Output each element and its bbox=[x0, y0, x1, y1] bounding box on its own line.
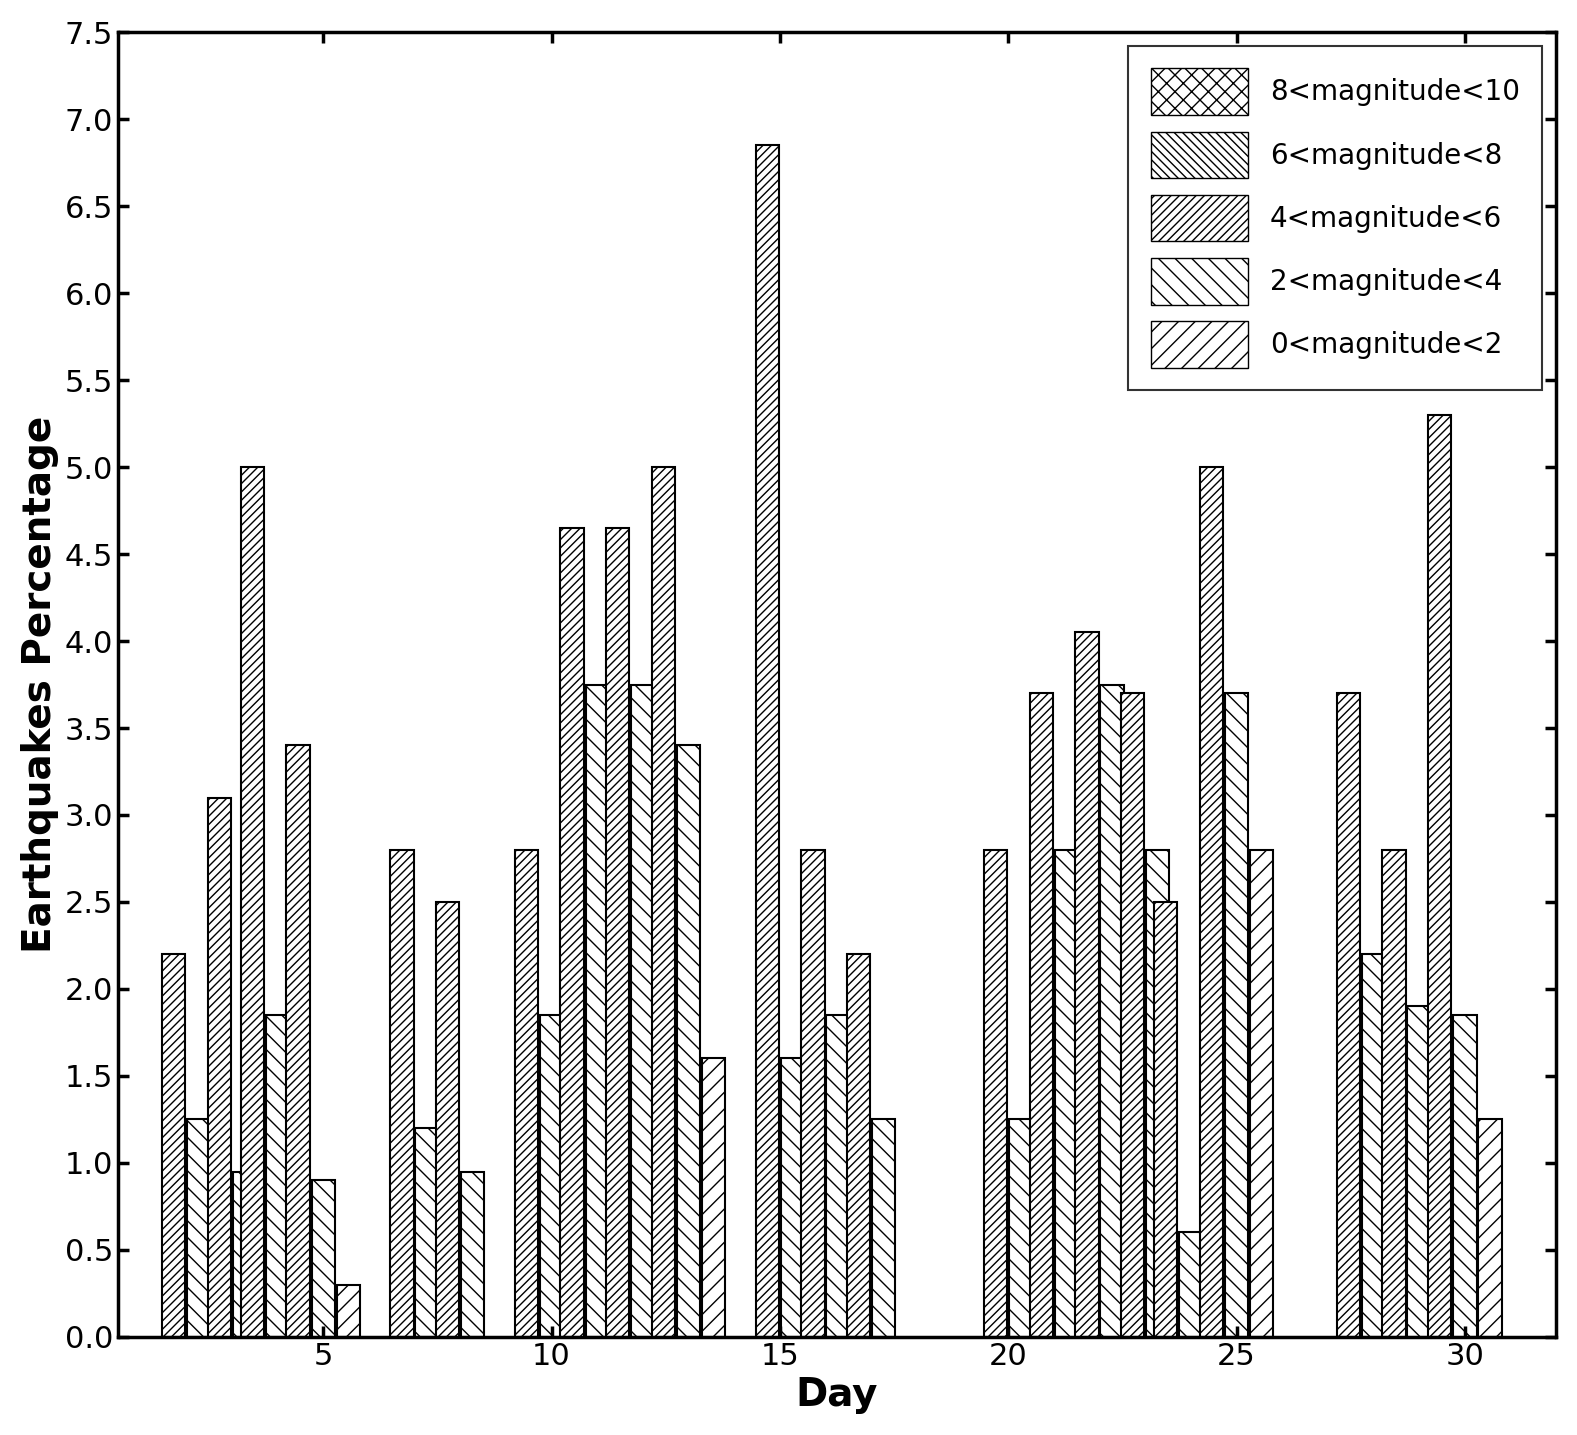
Bar bbox=[1154, 903, 1178, 1337]
Bar bbox=[460, 1171, 484, 1337]
Bar bbox=[435, 903, 459, 1337]
Bar bbox=[1076, 633, 1099, 1337]
Bar bbox=[1383, 850, 1405, 1337]
Bar bbox=[872, 1119, 896, 1337]
Bar bbox=[1180, 1233, 1203, 1337]
Bar bbox=[801, 850, 825, 1337]
Bar bbox=[585, 684, 609, 1337]
Bar bbox=[1429, 415, 1451, 1337]
Bar bbox=[208, 798, 232, 1337]
Bar bbox=[1055, 850, 1079, 1337]
Bar bbox=[847, 954, 871, 1337]
Bar bbox=[1200, 468, 1224, 1337]
Bar bbox=[287, 745, 309, 1337]
Bar bbox=[1121, 693, 1145, 1337]
Bar bbox=[610, 954, 634, 1337]
Bar bbox=[415, 1128, 438, 1337]
Bar bbox=[606, 528, 629, 1337]
Bar bbox=[312, 1180, 334, 1337]
Bar bbox=[560, 528, 583, 1337]
Legend: 8<magnitude<10, 6<magnitude<8, 4<magnitude<6, 2<magnitude<4, 0<magnitude<2: 8<magnitude<10, 6<magnitude<8, 4<magnitu… bbox=[1129, 46, 1542, 390]
Bar bbox=[1146, 850, 1170, 1337]
Bar bbox=[1205, 1293, 1227, 1337]
X-axis label: Day: Day bbox=[796, 1376, 878, 1413]
Bar bbox=[1251, 850, 1273, 1337]
Bar bbox=[984, 850, 1008, 1337]
Bar bbox=[162, 954, 186, 1337]
Bar bbox=[267, 1015, 289, 1337]
Bar bbox=[755, 145, 779, 1337]
Bar bbox=[1452, 1015, 1476, 1337]
Bar bbox=[1337, 693, 1359, 1337]
Bar bbox=[702, 1059, 725, 1337]
Bar bbox=[651, 468, 675, 1337]
Bar bbox=[292, 1293, 314, 1337]
Bar bbox=[631, 684, 654, 1337]
Bar bbox=[391, 850, 413, 1337]
Bar bbox=[781, 1059, 804, 1337]
Bar bbox=[1478, 1119, 1501, 1337]
Bar bbox=[1408, 1006, 1430, 1337]
Bar bbox=[565, 1162, 588, 1337]
Bar bbox=[656, 954, 680, 1337]
Bar bbox=[677, 745, 700, 1337]
Bar bbox=[188, 1119, 210, 1337]
Bar bbox=[233, 1171, 255, 1337]
Bar bbox=[1363, 954, 1385, 1337]
Bar bbox=[1030, 693, 1053, 1337]
Y-axis label: Earthquakes Percentage: Earthquakes Percentage bbox=[21, 416, 58, 953]
Bar bbox=[1432, 1119, 1456, 1337]
Bar bbox=[1386, 1119, 1410, 1337]
Bar bbox=[1101, 684, 1124, 1337]
Bar bbox=[336, 1284, 360, 1337]
Bar bbox=[241, 468, 263, 1337]
Bar bbox=[826, 1015, 850, 1337]
Bar bbox=[1225, 693, 1249, 1337]
Bar bbox=[514, 850, 538, 1337]
Bar bbox=[1009, 1119, 1033, 1337]
Bar bbox=[539, 1015, 563, 1337]
